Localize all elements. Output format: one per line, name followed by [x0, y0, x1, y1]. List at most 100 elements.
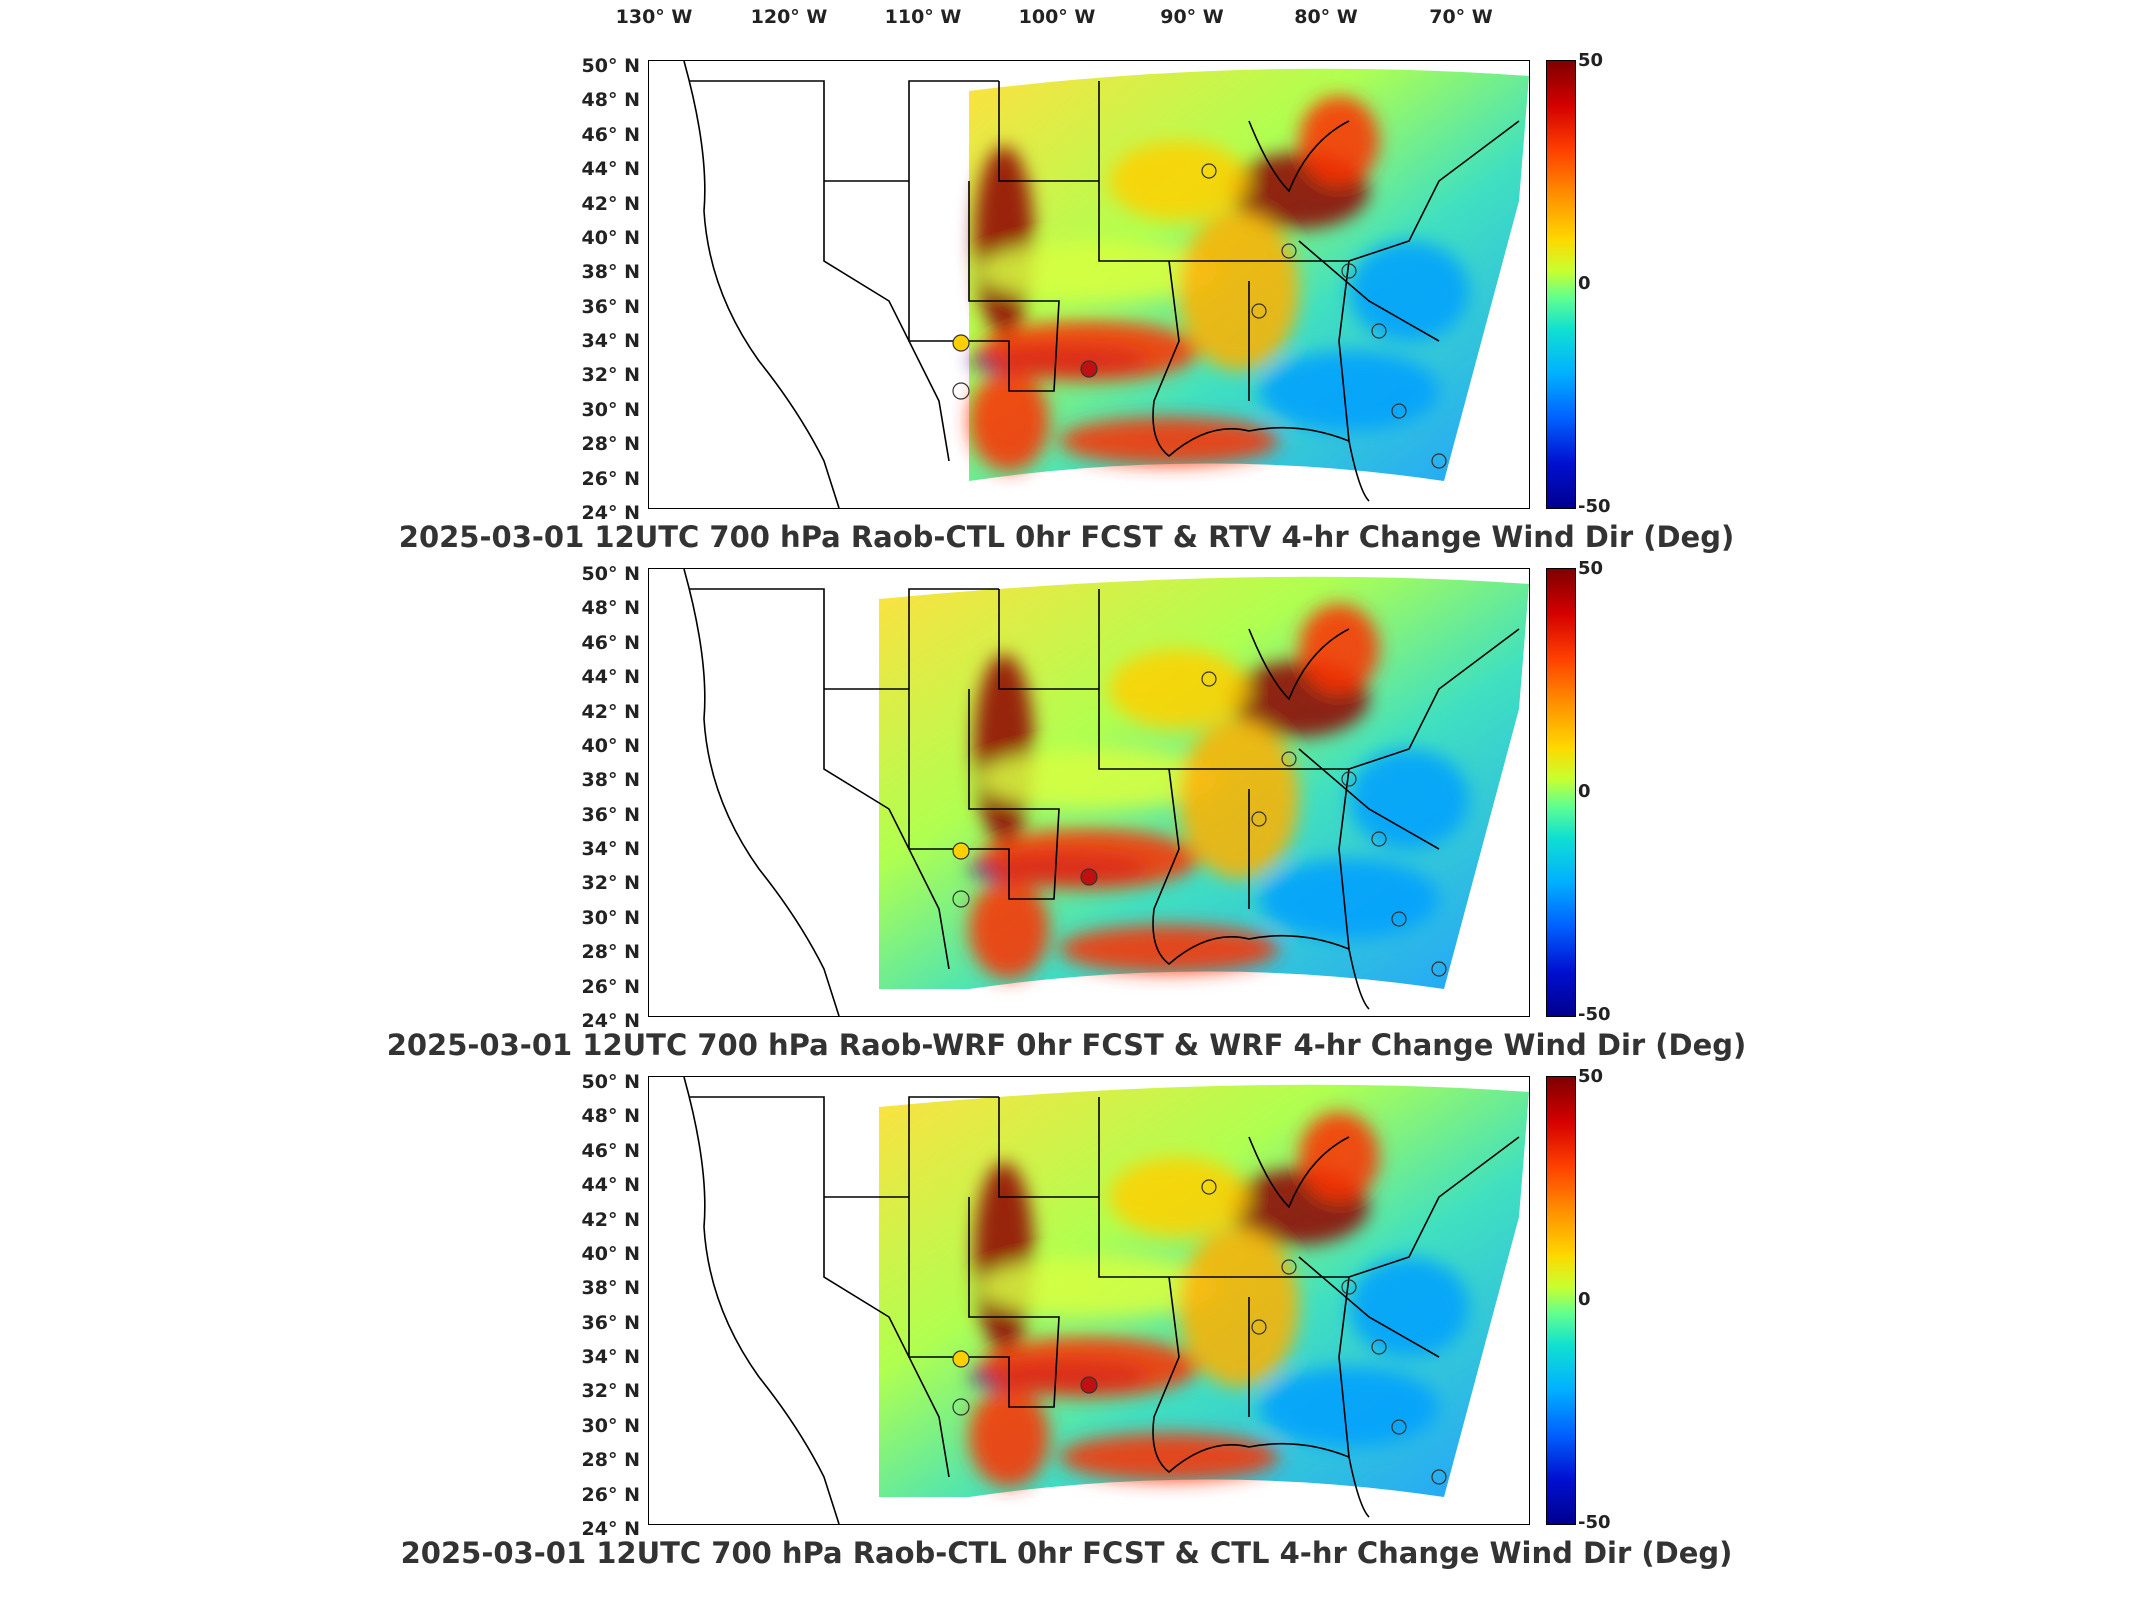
- lat-label: 30° N: [581, 398, 640, 421]
- lat-label: 38° N: [581, 261, 640, 284]
- colorbar-max-label: 50: [1578, 50, 1604, 71]
- state-boundaries: [683, 569, 1520, 1016]
- panel-caption: 2025-03-01 12UTC 700 hPa Raob-CTL 0hr FC…: [400, 1536, 1733, 1570]
- lat-label: 34° N: [581, 838, 640, 861]
- lat-label: 36° N: [581, 1311, 640, 1334]
- raob-station: [1371, 831, 1387, 847]
- raob-station: [1201, 1179, 1217, 1195]
- lat-label: 46° N: [581, 631, 640, 654]
- lat-label: 28° N: [581, 1449, 640, 1472]
- raob-station: [1371, 323, 1387, 339]
- map-frame: [648, 60, 1530, 509]
- raob-station: [1431, 961, 1447, 977]
- colorbar: [1546, 60, 1576, 509]
- lon-label: 70° W: [1429, 6, 1493, 28]
- wind-direction-map: [683, 569, 1529, 1016]
- lat-label: 32° N: [581, 1380, 640, 1403]
- lat-label: 26° N: [581, 975, 640, 998]
- raob-station: [952, 842, 970, 860]
- raob-station: [1391, 1419, 1407, 1435]
- panel-caption: 2025-03-01 12UTC 700 hPa Raob-CTL 0hr FC…: [398, 520, 1735, 554]
- lat-label: 36° N: [581, 295, 640, 318]
- lat-label: 42° N: [581, 700, 640, 723]
- state-boundaries: [683, 1077, 1520, 1524]
- lat-label: 26° N: [581, 1483, 640, 1506]
- lat-label: 28° N: [581, 433, 640, 456]
- raob-station: [1341, 263, 1357, 279]
- map-frame: [648, 1076, 1530, 1525]
- lat-label: 44° N: [581, 1174, 640, 1197]
- raob-station: [1341, 1279, 1357, 1295]
- wind-direction-map: [683, 61, 1529, 508]
- raob-station: [1391, 403, 1407, 419]
- map-panel-ctl: 50° N 48° N 46° N 44° N 42° N 40° N 38° N 36° N…: [0, 1016, 2133, 1600]
- lon-label: 90° W: [1160, 6, 1224, 28]
- raob-station: [1251, 811, 1267, 827]
- lat-label: 30° N: [581, 1414, 640, 1437]
- raob-station: [1391, 911, 1407, 927]
- longitude-axis: 130° W 120° W 110° W 100° W 90° W 80° W …: [0, 6, 2133, 36]
- raob-station: [1080, 360, 1098, 378]
- map-frame: [648, 568, 1530, 1017]
- lat-label: 40° N: [581, 1242, 640, 1265]
- lat-label: 26° N: [581, 467, 640, 490]
- raob-station: [1281, 751, 1297, 767]
- raob-station: [1341, 771, 1357, 787]
- lat-label: 32° N: [581, 364, 640, 387]
- wind-direction-map: [683, 1077, 1529, 1524]
- lat-label: 44° N: [581, 158, 640, 181]
- colorbar-min-label: -50: [1578, 1512, 1611, 1533]
- lat-label: 40° N: [581, 734, 640, 757]
- lat-label: 44° N: [581, 666, 640, 689]
- lat-label: 32° N: [581, 872, 640, 895]
- lon-label: 110° W: [884, 6, 962, 28]
- colorbar: [1546, 568, 1576, 1017]
- raob-station: [1201, 163, 1217, 179]
- colorbar-min-label: -50: [1578, 1004, 1611, 1025]
- lat-label: 24° N: [581, 1010, 640, 1032]
- panel-caption: 2025-03-01 12UTC 700 hPa Raob-WRF 0hr FC…: [386, 1028, 1747, 1062]
- lat-label: 24° N: [581, 502, 640, 524]
- lon-label: 100° W: [1018, 6, 1096, 28]
- raob-station: [952, 334, 970, 352]
- raob-station: [1201, 671, 1217, 687]
- lat-label: 48° N: [581, 1105, 640, 1128]
- raob-station: [1281, 243, 1297, 259]
- lat-label: 50° N: [581, 1071, 640, 1093]
- lat-label: 40° N: [581, 226, 640, 249]
- raob-station: [952, 1398, 970, 1416]
- lat-label: 34° N: [581, 1346, 640, 1369]
- colorbar-mid-label: 0: [1578, 781, 1591, 802]
- colorbar-mid-label: 0: [1578, 1289, 1591, 1310]
- map-panel-rtv: 50° N 48° N 46° N 44° N 42° N 40° N 38° N 36° N…: [0, 0, 2133, 560]
- lat-label: 30° N: [581, 906, 640, 929]
- raob-station: [1431, 1469, 1447, 1485]
- lon-label: 120° W: [750, 6, 828, 28]
- colorbar-max-label: 50: [1578, 558, 1604, 579]
- lat-label: 36° N: [581, 803, 640, 826]
- lon-label: 80° W: [1294, 6, 1358, 28]
- lat-label: 38° N: [581, 769, 640, 792]
- raob-station: [952, 890, 970, 908]
- colorbar-max-label: 50: [1578, 1066, 1604, 1087]
- lat-label: 24° N: [581, 1518, 640, 1540]
- raob-station: [952, 382, 970, 400]
- lat-label: 42° N: [581, 1208, 640, 1231]
- raob-station: [1251, 1319, 1267, 1335]
- raob-station: [1371, 1339, 1387, 1355]
- lat-label: 50° N: [581, 55, 640, 77]
- lat-label: 48° N: [581, 89, 640, 112]
- raob-station: [952, 1350, 970, 1368]
- lon-label: 130° W: [615, 6, 693, 28]
- colorbar-mid-label: 0: [1578, 273, 1591, 294]
- lat-label: 46° N: [581, 123, 640, 146]
- lat-label: 50° N: [581, 563, 640, 585]
- colorbar-min-label: -50: [1578, 496, 1611, 517]
- raob-station: [1251, 303, 1267, 319]
- raob-station: [1431, 453, 1447, 469]
- state-boundaries: [683, 61, 1520, 508]
- lat-label: 48° N: [581, 597, 640, 620]
- raob-station: [1080, 1376, 1098, 1394]
- raob-station: [1281, 1259, 1297, 1275]
- colorbar: [1546, 1076, 1576, 1525]
